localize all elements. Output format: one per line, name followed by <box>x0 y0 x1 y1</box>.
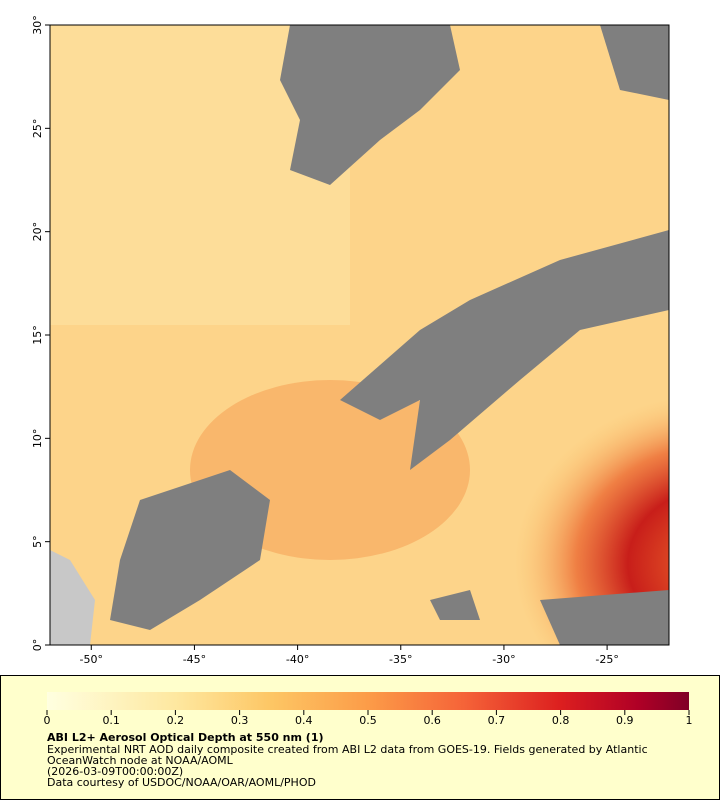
lat-tick-label: 25° <box>31 119 44 139</box>
lat-tick-label: 10° <box>31 429 44 449</box>
colorbar-tick-label: 0.6 <box>423 714 441 727</box>
lon-tick-label: -35° <box>389 653 412 666</box>
colorbar-tick-label: 0.8 <box>552 714 570 727</box>
legend-text: Experimental NRT AOD daily composite cre… <box>47 743 648 756</box>
lon-tick-label: -50° <box>80 653 103 666</box>
colorbar-tick-label: 0.4 <box>295 714 313 727</box>
colorbar <box>47 692 689 710</box>
legend-text: OceanWatch node at NOAA/AOML <box>47 754 234 767</box>
lon-tick-label: -25° <box>595 653 618 666</box>
lat-tick-label: 0° <box>31 639 44 652</box>
colorbar-tick-label: 0.5 <box>359 714 377 727</box>
legend-text: (2026-03-09T00:00:00Z) <box>47 765 183 778</box>
colorbar-tick-label: 1 <box>686 714 693 727</box>
aod-map <box>50 25 669 645</box>
colorbar-tick-label: 0.1 <box>102 714 120 727</box>
lon-tick-label: -30° <box>492 653 515 666</box>
lat-tick-label: 30° <box>31 15 44 35</box>
colorbar-tick-label: 0 <box>44 714 51 727</box>
colorbar-tick-label: 0.2 <box>167 714 185 727</box>
colorbar-tick-label: 0.3 <box>231 714 249 727</box>
colorbar-tick-label: 0.9 <box>616 714 634 727</box>
lat-tick-label: 5° <box>31 535 44 548</box>
lon-tick-label: -45° <box>183 653 206 666</box>
legend-title: ABI L2+ Aerosol Optical Depth at 550 nm … <box>47 731 324 744</box>
colorbar-tick-label: 0.7 <box>488 714 506 727</box>
legend-text: Data courtesy of USDOC/NOAA/OAR/AOML/PHO… <box>47 776 316 789</box>
lat-tick-label: 20° <box>31 222 44 242</box>
lat-tick-label: 15° <box>31 325 44 345</box>
lon-tick-label: -40° <box>286 653 309 666</box>
